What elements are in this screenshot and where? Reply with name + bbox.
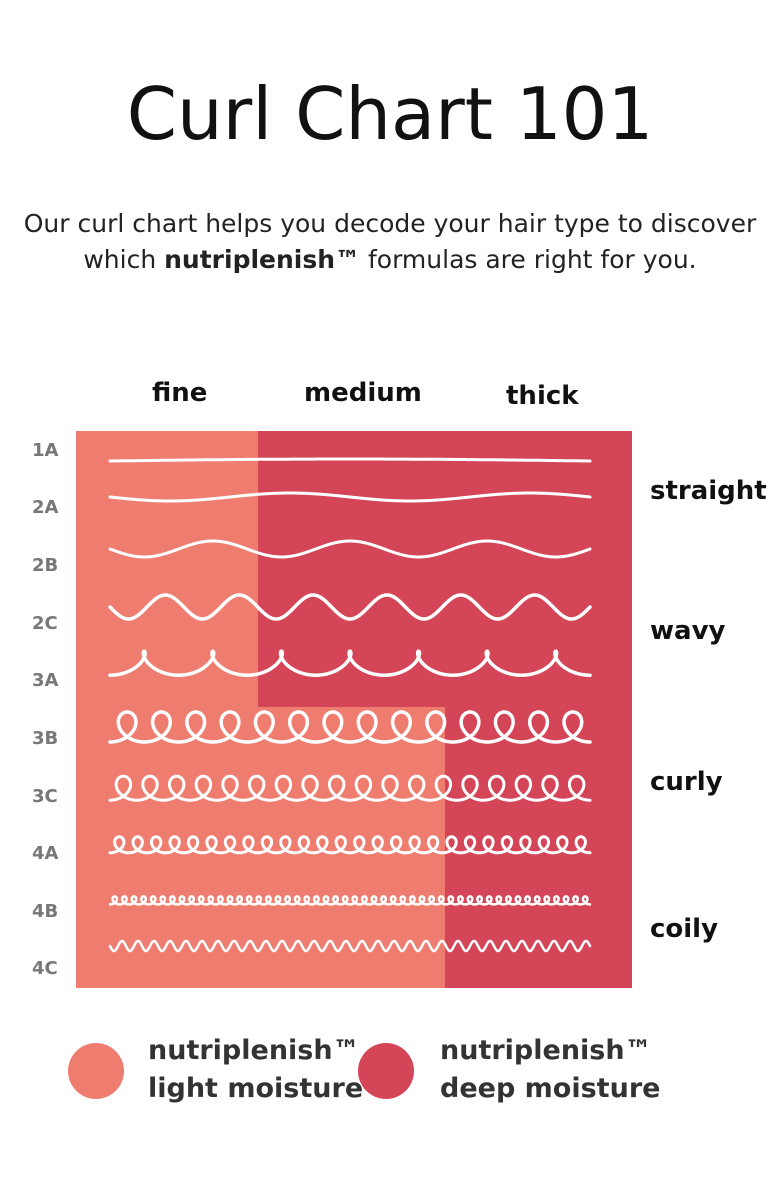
row-label-3a: 3A — [32, 670, 59, 691]
row-label-4a: 4A — [32, 843, 59, 864]
strand-4b — [108, 895, 592, 906]
row-label-3b: 3B — [32, 728, 59, 749]
strand-3c — [108, 774, 592, 802]
light-moisture-region — [76, 431, 445, 988]
legend-deep-text: nutriplenish™ deep moisture — [440, 1032, 660, 1108]
column-header-medium: medium — [304, 378, 422, 408]
row-label-4b: 4B — [32, 901, 59, 922]
row-label-4c: 4C — [32, 958, 58, 979]
legend-light-label: light moisture — [148, 1073, 364, 1104]
strand-2a — [108, 491, 592, 503]
legend-deep-dot — [358, 1043, 414, 1099]
row-label-1a: 1A — [32, 440, 59, 461]
row-label-2a: 2A — [32, 497, 59, 518]
column-header-fine: fine — [152, 378, 208, 408]
intro-line-1: Our curl chart helps you decode your hai… — [23, 209, 757, 238]
row-label-3c: 3C — [32, 786, 58, 807]
brand-name: nutriplenish™ — [164, 245, 361, 274]
legend-deep-brand: nutriplenish™ — [440, 1035, 652, 1066]
category-coily: coily — [650, 914, 719, 944]
row-label-2c: 2C — [32, 613, 58, 634]
category-curly: curly — [650, 767, 723, 797]
page-title: Curl Chart 101 — [126, 72, 654, 156]
category-straight: straight — [650, 476, 767, 506]
column-header-thick: thick — [506, 381, 579, 411]
strand-2b — [108, 539, 592, 559]
legend-deep-label: deep moisture — [440, 1073, 661, 1104]
row-label-2b: 2B — [32, 555, 59, 576]
strand-3a — [108, 649, 592, 677]
category-wavy: wavy — [650, 616, 726, 646]
strand-1a — [108, 457, 592, 463]
strand-3b — [108, 710, 592, 744]
strand-2c — [108, 593, 592, 621]
strand-4a — [108, 835, 592, 855]
legend-light-brand: nutriplenish™ — [148, 1035, 360, 1066]
legend-light-text: nutriplenish™ light moisture — [148, 1032, 363, 1108]
intro-text: Our curl chart helps you decode your hai… — [0, 206, 780, 278]
strand-4c — [108, 939, 592, 953]
legend-light-dot — [68, 1043, 124, 1099]
intro-line-2: which nutriplenish™ formulas are right f… — [83, 245, 697, 274]
